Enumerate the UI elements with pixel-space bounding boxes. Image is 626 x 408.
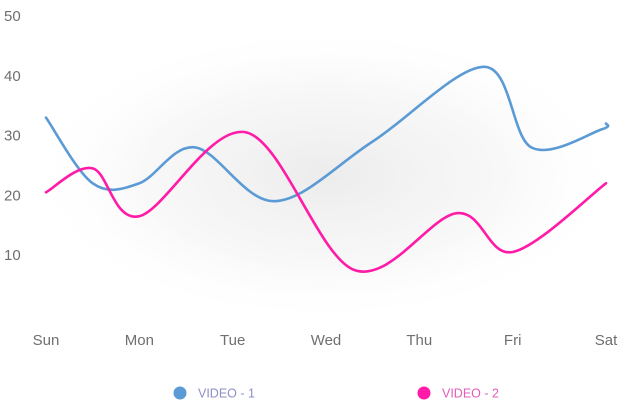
x-axis: Sun Mon Tue Wed Thu Fri Sat xyxy=(33,332,618,349)
y-tick-label: 20 xyxy=(4,187,21,204)
series-line-video-1 xyxy=(44,65,610,203)
y-axis: 10 20 30 40 50 xyxy=(4,8,21,264)
series-layer xyxy=(44,65,610,273)
x-tick-label: Sat xyxy=(595,332,618,349)
legend-item-video-1[interactable]: VIDEO - 1 xyxy=(173,386,256,401)
x-tick-label: Wed xyxy=(311,332,342,349)
legend-label: VIDEO - 2 xyxy=(442,387,499,401)
background-glow xyxy=(25,25,625,325)
x-tick-label: Tue xyxy=(220,332,245,349)
x-tick-label: Sun xyxy=(33,332,60,349)
x-tick-label: Thu xyxy=(406,332,432,349)
legend[interactable]: VIDEO - 1 VIDEO - 2 xyxy=(173,386,500,401)
legend-item-video-2[interactable]: VIDEO - 2 xyxy=(417,386,500,401)
y-tick-label: 30 xyxy=(4,128,21,145)
x-tick-label: Fri xyxy=(504,332,522,349)
y-tick-label: 10 xyxy=(4,247,21,264)
legend-marker xyxy=(417,386,431,400)
legend-marker xyxy=(173,386,187,400)
legend-label: VIDEO - 1 xyxy=(198,387,255,401)
y-tick-label: 50 xyxy=(4,8,21,25)
series-line-video-2 xyxy=(44,130,608,273)
x-tick-label: Mon xyxy=(125,332,154,349)
y-tick-label: 40 xyxy=(4,68,21,85)
